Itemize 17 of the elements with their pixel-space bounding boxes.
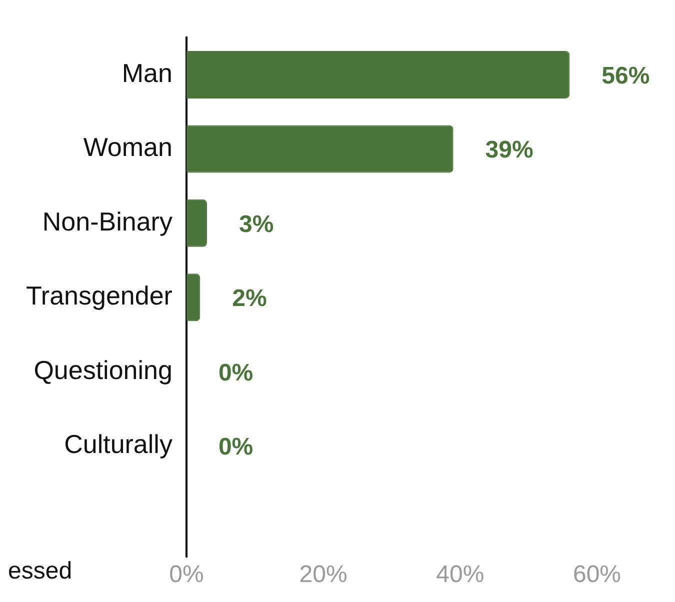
y-tick-label: Transgender: [26, 280, 173, 311]
data-label: 3%: [238, 210, 274, 238]
x-tick-label: 40%: [436, 561, 484, 588]
x-tick-label: 60%: [572, 561, 622, 588]
x-tick-label: 20%: [299, 561, 348, 588]
y-tick-label: Questioning: [34, 354, 172, 385]
data-label: 56%: [602, 62, 650, 90]
x-tick-label: 0%: [169, 561, 204, 588]
data-label: 2%: [232, 285, 267, 312]
y-tick-label: Woman: [83, 132, 172, 162]
y-tick-label: Culturally: [64, 429, 172, 460]
y-tick-label: Non-Binary: [42, 206, 172, 236]
data-label: 39%: [485, 136, 534, 164]
text: essed: [8, 558, 72, 585]
y-tick-label: Man: [122, 58, 172, 88]
data-label: 0%: [218, 359, 254, 386]
data-label: 0%: [218, 433, 254, 460]
